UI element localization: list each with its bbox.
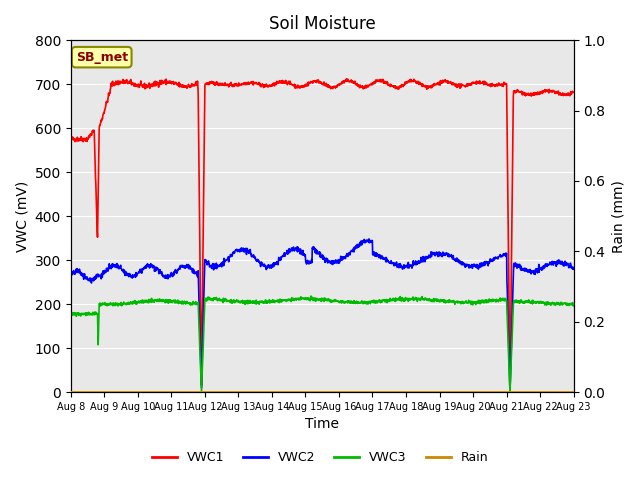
Text: SB_met: SB_met — [76, 51, 128, 64]
Y-axis label: VWC (mV): VWC (mV) — [15, 180, 29, 252]
Legend: VWC1, VWC2, VWC3, Rain: VWC1, VWC2, VWC3, Rain — [147, 446, 493, 469]
X-axis label: Time: Time — [305, 418, 339, 432]
Title: Soil Moisture: Soil Moisture — [269, 15, 376, 33]
Y-axis label: Rain (mm): Rain (mm) — [611, 180, 625, 252]
